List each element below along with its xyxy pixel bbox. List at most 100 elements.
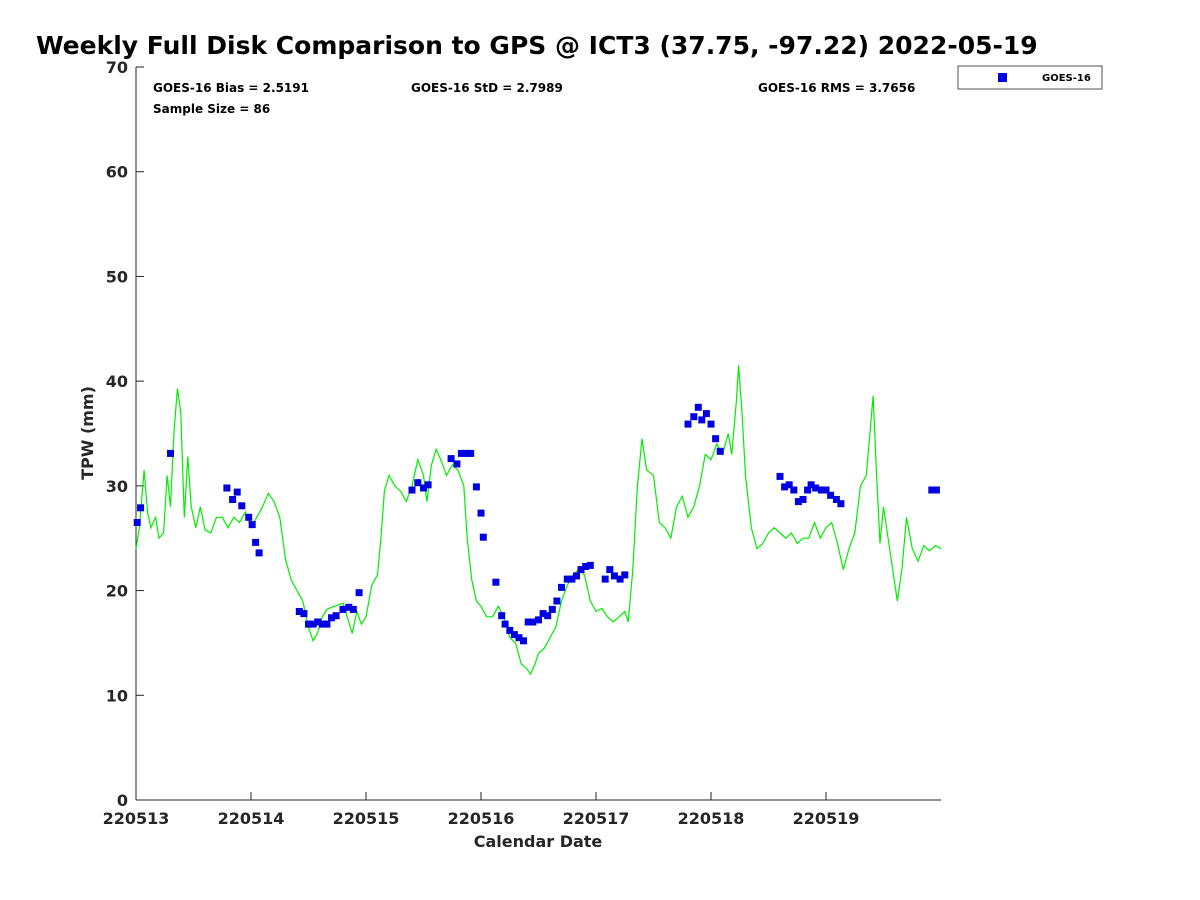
goes16-point — [332, 612, 340, 620]
goes16-point — [932, 486, 940, 494]
goes16-point — [558, 583, 565, 591]
y-tick-label: 40 — [106, 372, 128, 391]
goes16-point — [345, 603, 353, 611]
legend-marker — [998, 73, 1007, 82]
goes16-point — [479, 533, 487, 541]
goes16-point — [328, 614, 335, 622]
std-stat: GOES-16 StD = 2.7989 — [411, 81, 563, 95]
goes16-point — [610, 572, 618, 580]
goes16-point — [568, 575, 576, 583]
goes16-point — [601, 575, 609, 583]
bias-stat: GOES-16 Bias = 2.5191 — [153, 81, 309, 95]
goes16-point — [520, 637, 527, 645]
goes16-point — [544, 612, 552, 620]
goes16-point — [690, 413, 698, 421]
goes16-point — [712, 435, 720, 443]
goes16-point — [255, 549, 263, 557]
goes16-point — [414, 479, 422, 487]
goes16-point — [420, 484, 427, 492]
goes16-point — [309, 620, 317, 628]
rms-stat: GOES-16 RMS = 3.7656 — [758, 81, 915, 95]
goes16-point — [355, 589, 363, 597]
x-ticks: 220513 220514 220515 220516 220517 220518 2205… — [103, 792, 860, 828]
x-tick-label: 220517 — [563, 809, 630, 828]
x-tick-label: 220515 — [333, 809, 400, 828]
x-tick-label: 220519 — [793, 809, 860, 828]
goes16-point-layer — [133, 403, 940, 645]
goes16-point — [616, 575, 624, 583]
y-axis-label: TPW (mm) — [78, 386, 97, 480]
chart-title: Weekly Full Disk Comparison to GPS @ ICT… — [36, 31, 1038, 60]
goes16-point — [238, 502, 246, 510]
goes16-point — [553, 597, 561, 605]
goes16-point — [707, 420, 715, 428]
goes16-point — [812, 484, 820, 492]
goes16-point — [515, 634, 523, 642]
y-tick-label: 70 — [106, 58, 128, 77]
goes16-point — [548, 605, 556, 613]
goes16-point — [472, 483, 480, 491]
legend: GOES-16 — [957, 65, 1103, 90]
goes16-point — [233, 488, 241, 496]
y-tick-label: 0 — [117, 791, 128, 810]
x-tick-label: 220516 — [448, 809, 515, 828]
goes16-point — [621, 571, 629, 579]
sample-size-stat: Sample Size = 86 — [153, 102, 270, 116]
goes16-point — [702, 410, 710, 418]
goes16-point — [314, 618, 322, 626]
goes16-point — [716, 447, 724, 455]
goes16-point — [524, 618, 532, 626]
goes16-point — [506, 626, 514, 634]
goes16-point — [408, 486, 416, 494]
y-tick-label: 20 — [106, 582, 128, 601]
goes16-point — [529, 618, 537, 626]
y-tick-label: 50 — [106, 267, 128, 286]
x-tick-label: 220518 — [678, 809, 745, 828]
legend-label: GOES-16 — [1042, 73, 1091, 84]
goes16-point — [832, 496, 840, 503]
goes16-point — [424, 481, 432, 489]
goes16-point — [606, 566, 614, 574]
goes16-point — [245, 513, 253, 521]
x-tick-label: 220513 — [103, 809, 170, 828]
legend-box — [957, 65, 1103, 90]
y-tick-label: 10 — [106, 686, 128, 705]
goes16-point — [510, 631, 518, 639]
y-tick-label: 60 — [106, 163, 128, 182]
goes16-point — [339, 605, 347, 613]
goes16-point — [229, 496, 237, 503]
x-axis-label: Calendar Date — [474, 832, 603, 851]
goes16-point — [318, 620, 326, 628]
goes16-point — [582, 563, 590, 570]
goes16-point — [807, 481, 815, 489]
goes16-point — [794, 498, 802, 506]
goes16-point — [467, 449, 475, 457]
goes16-point — [501, 620, 509, 628]
goes16-point — [577, 566, 585, 574]
goes16-point — [928, 486, 936, 494]
goes16-point — [447, 455, 455, 463]
goes16-point — [477, 509, 485, 517]
goes16-point — [133, 519, 141, 526]
goes16-point — [539, 610, 547, 618]
goes16-point — [822, 486, 830, 494]
goes16-point — [573, 572, 580, 580]
goes16-point — [837, 500, 845, 508]
goes16-point — [827, 491, 835, 499]
goes16-point — [785, 481, 793, 489]
goes16-point — [586, 561, 594, 569]
goes16-point — [684, 420, 692, 428]
goes16-point — [817, 486, 825, 494]
goes16-point — [698, 416, 706, 424]
goes16-point — [457, 449, 465, 457]
goes16-point — [776, 472, 784, 480]
goes16-point — [305, 620, 312, 628]
y-tick-label: 30 — [106, 477, 128, 496]
goes16-point — [535, 616, 542, 624]
goes16-point — [781, 483, 789, 491]
goes16-point — [790, 486, 798, 494]
x-tick-label: 220514 — [218, 809, 285, 828]
goes16-point — [248, 521, 256, 529]
goes16-point — [252, 538, 260, 546]
